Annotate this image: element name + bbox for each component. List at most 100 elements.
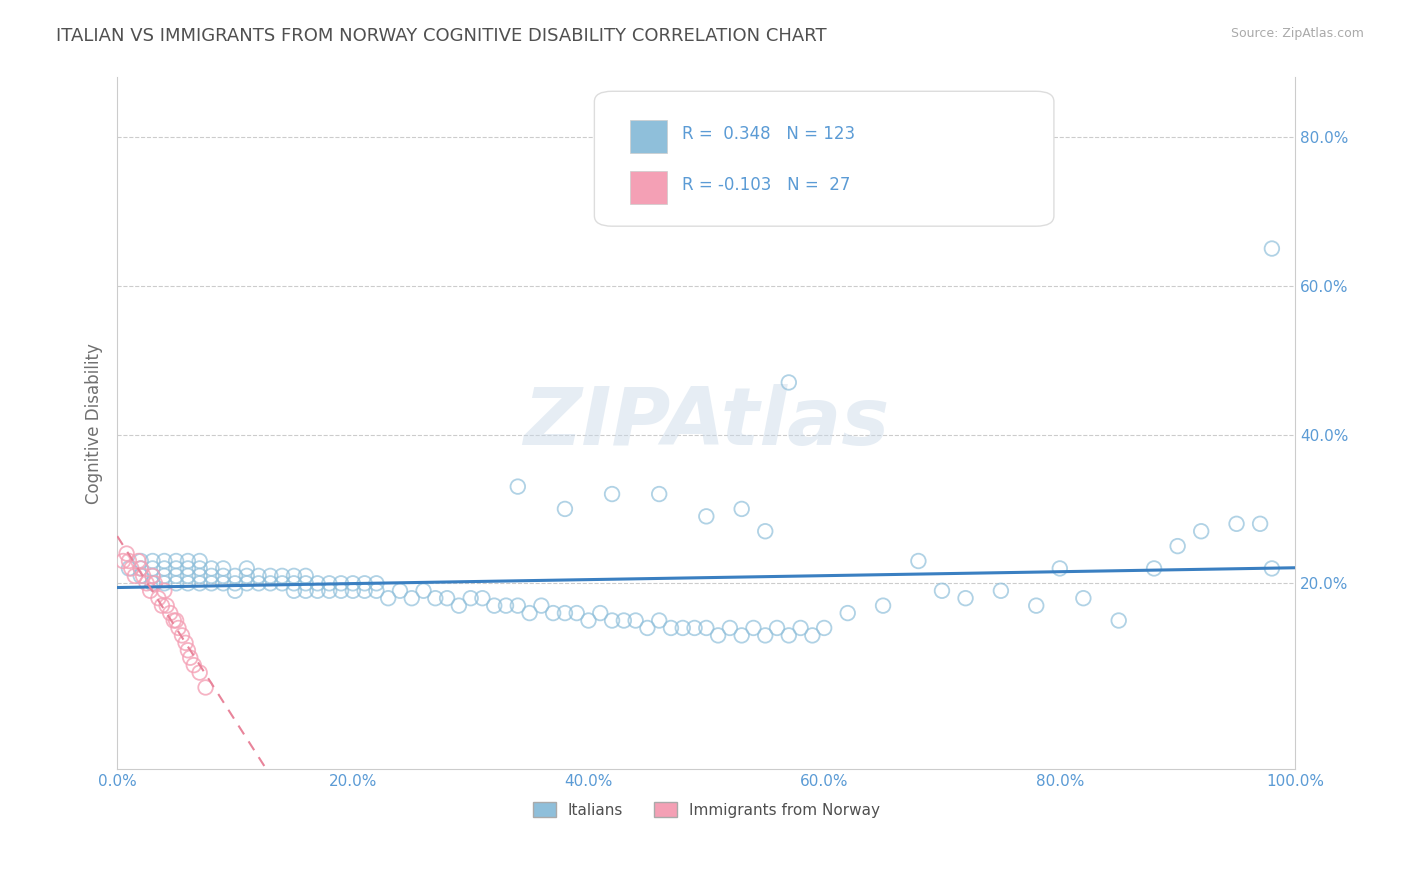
Point: [118, 561, 141, 575]
Point: [165, 614, 187, 628]
Point: [366, 576, 388, 591]
Point: [150, 599, 173, 613]
Point: [165, 561, 187, 575]
Point: [141, 569, 163, 583]
Point: [120, 561, 142, 575]
Point: [294, 576, 316, 591]
Point: [141, 569, 163, 583]
Point: [648, 487, 671, 501]
Point: [143, 576, 166, 591]
Point: [600, 614, 623, 628]
Point: [754, 628, 776, 642]
Point: [159, 606, 181, 620]
Point: [342, 576, 364, 591]
Point: [1143, 561, 1166, 575]
Point: [200, 576, 222, 591]
Point: [224, 576, 246, 591]
Point: [624, 614, 647, 628]
Point: [766, 621, 789, 635]
Point: [224, 583, 246, 598]
Point: [148, 591, 170, 606]
Point: [307, 576, 329, 591]
Point: [377, 591, 399, 606]
Point: [188, 576, 211, 591]
Point: [127, 554, 149, 568]
Point: [118, 554, 141, 568]
Point: [212, 561, 235, 575]
Point: [153, 554, 176, 568]
Point: [236, 576, 259, 591]
Point: [307, 583, 329, 598]
Point: [179, 650, 201, 665]
Point: [672, 621, 695, 635]
Point: [484, 599, 506, 613]
Point: [271, 569, 294, 583]
Point: [955, 591, 977, 606]
Text: R =  0.348   N = 123: R = 0.348 N = 123: [682, 125, 855, 143]
Point: [447, 599, 470, 613]
Point: [1189, 524, 1212, 539]
Point: [401, 591, 423, 606]
Point: [318, 576, 340, 591]
Point: [294, 569, 316, 583]
Point: [174, 636, 197, 650]
Point: [754, 524, 776, 539]
Point: [330, 576, 353, 591]
Point: [129, 554, 152, 568]
Point: [1049, 561, 1071, 575]
Y-axis label: Cognitive Disability: Cognitive Disability: [86, 343, 103, 504]
Point: [636, 621, 658, 635]
Point: [506, 599, 529, 613]
Text: ITALIAN VS IMMIGRANTS FROM NORWAY COGNITIVE DISABILITY CORRELATION CHART: ITALIAN VS IMMIGRANTS FROM NORWAY COGNIT…: [56, 27, 827, 45]
Text: ZIPAtlas: ZIPAtlas: [523, 384, 890, 462]
Point: [112, 554, 135, 568]
Point: [283, 576, 305, 591]
Point: [683, 621, 706, 635]
Point: [872, 599, 894, 613]
Point: [247, 576, 270, 591]
Point: [129, 561, 152, 575]
Point: [271, 576, 294, 591]
Point: [170, 628, 193, 642]
Point: [1073, 591, 1095, 606]
Point: [139, 583, 162, 598]
Point: [659, 621, 682, 635]
Point: [425, 591, 447, 606]
Legend: Italians, Immigrants from Norway: Italians, Immigrants from Norway: [527, 796, 886, 824]
Point: [648, 614, 671, 628]
Point: [731, 502, 754, 516]
Point: [1249, 516, 1271, 531]
Point: [366, 583, 388, 598]
Point: [731, 628, 754, 642]
Point: [177, 569, 200, 583]
Point: [565, 606, 588, 620]
Point: [177, 554, 200, 568]
Point: [778, 628, 800, 642]
Point: [283, 569, 305, 583]
Point: [1225, 516, 1247, 531]
Point: [259, 569, 281, 583]
Point: [156, 599, 179, 613]
Point: [153, 569, 176, 583]
Text: R = -0.103   N =  27: R = -0.103 N = 27: [682, 176, 851, 194]
Point: [342, 583, 364, 598]
Point: [236, 569, 259, 583]
Point: [124, 569, 146, 583]
Point: [695, 509, 717, 524]
Point: [177, 576, 200, 591]
Point: [177, 643, 200, 657]
Point: [578, 614, 600, 628]
Point: [742, 621, 765, 635]
Point: [194, 681, 217, 695]
Point: [695, 621, 717, 635]
Point: [200, 561, 222, 575]
Point: [141, 554, 163, 568]
Point: [188, 569, 211, 583]
Point: [412, 583, 434, 598]
Point: [188, 561, 211, 575]
Point: [506, 480, 529, 494]
Point: [212, 569, 235, 583]
Point: [613, 614, 636, 628]
Point: [177, 561, 200, 575]
Point: [153, 583, 176, 598]
